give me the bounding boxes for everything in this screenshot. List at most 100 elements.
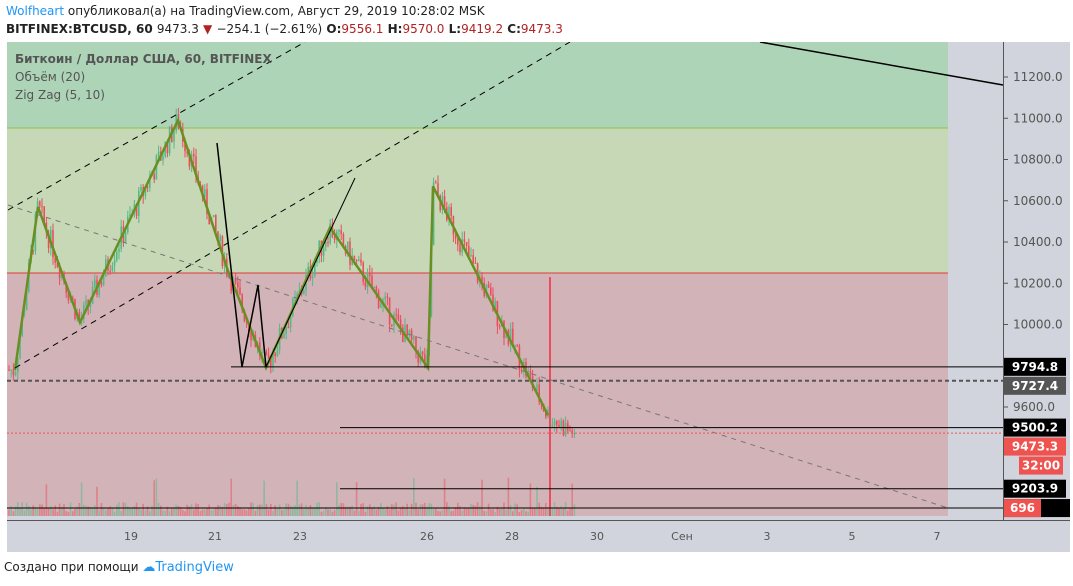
volume-bar	[347, 506, 349, 516]
volume-bar	[432, 509, 435, 516]
price-chart[interactable]: 11200.0 11000.0 10800.0 10600.0 10400.0 10200…	[0, 42, 1073, 552]
candle	[470, 255, 472, 257]
drawn-lines	[216, 142, 267, 368]
volume-bar	[272, 511, 274, 516]
price-label	[1004, 479, 1066, 498]
volume-bar	[534, 507, 536, 516]
volume-bar	[208, 504, 210, 516]
volume-bar	[307, 507, 309, 516]
volume-bar	[525, 511, 527, 516]
zone-green	[7, 42, 948, 128]
volume-bar	[267, 509, 270, 516]
volume-bar	[109, 506, 111, 516]
volume-bar	[435, 508, 437, 516]
candle	[72, 297, 74, 300]
candle	[364, 281, 367, 288]
candle	[567, 422, 569, 431]
trendline-top	[759, 42, 1004, 86]
y-tick-label: 10000.0	[1013, 318, 1063, 332]
candle	[146, 186, 149, 188]
volume-bar	[397, 510, 400, 516]
candle	[217, 231, 219, 241]
tradingview-brand[interactable]: TradingView	[155, 560, 234, 575]
candle	[342, 234, 345, 247]
volume-bar	[197, 504, 199, 516]
volume-bar	[65, 511, 67, 516]
volume-bar	[391, 504, 393, 516]
candle	[274, 353, 276, 357]
candle	[237, 282, 239, 288]
volume-bar	[98, 510, 100, 516]
time-axis	[7, 521, 1070, 552]
candle	[8, 369, 10, 371]
volume-bar	[551, 508, 554, 516]
price-label	[1019, 456, 1063, 475]
x-tick-label: 30	[590, 530, 604, 543]
candle	[113, 260, 116, 266]
volume-bar	[322, 511, 325, 516]
volume-bar	[410, 503, 413, 516]
volume-bar	[164, 510, 166, 516]
channel-line-upper	[7, 42, 306, 211]
time-axis-border	[7, 520, 1070, 521]
candle	[349, 241, 351, 265]
price-label	[1004, 437, 1066, 456]
candle	[116, 252, 118, 261]
candle	[215, 215, 217, 232]
tradingview-logo-icon[interactable]: ☁	[142, 560, 156, 575]
candle	[109, 270, 111, 272]
candle	[509, 328, 512, 345]
volume-bar	[259, 504, 261, 516]
volume-bar	[465, 507, 468, 516]
volume-bar	[111, 508, 114, 516]
x-tick-label: 23	[293, 530, 307, 543]
volume-bar	[501, 508, 503, 516]
volume-bar	[61, 507, 63, 516]
volume-bar	[485, 511, 488, 516]
volume-bar	[426, 506, 428, 516]
volume-bar	[19, 507, 21, 516]
volume-bar	[25, 502, 28, 516]
volume-bar	[540, 506, 543, 516]
volume-bar	[507, 477, 510, 516]
y-tick-label: 10200.0	[1013, 276, 1063, 290]
volume-bar	[87, 506, 89, 516]
symbol: BITFINEX:BTCUSD, 60	[6, 22, 153, 36]
candle	[272, 353, 274, 367]
high-label: H:	[387, 22, 403, 36]
candle	[360, 259, 362, 263]
publish-text: опубликовал(а) на TradingView.com, Авгус…	[67, 4, 485, 18]
candle	[347, 241, 349, 254]
candle	[85, 299, 87, 306]
candle	[166, 141, 169, 154]
volume-bar	[243, 509, 246, 516]
volume-bar	[270, 503, 272, 516]
candle	[303, 290, 305, 294]
volume-bar	[516, 504, 518, 516]
last-price: 9473.3	[156, 22, 199, 36]
volume-bar	[17, 502, 19, 516]
candle	[373, 286, 375, 288]
volume-bar	[406, 503, 408, 516]
volume-bar	[545, 502, 547, 516]
x-tick-label: Сен	[671, 530, 693, 543]
candle	[270, 358, 272, 367]
candle	[369, 272, 371, 276]
volume-bar	[72, 511, 74, 516]
candle	[314, 262, 316, 276]
volume-bar	[91, 508, 94, 516]
volume-bar	[34, 507, 37, 516]
candle	[468, 245, 470, 257]
candle	[490, 287, 492, 295]
volume-bar	[355, 482, 358, 516]
y-tick-label: 11000.0	[1013, 111, 1063, 125]
volume-bar	[248, 508, 250, 516]
volume-bar	[459, 506, 461, 516]
candle	[89, 303, 92, 308]
volume-bar	[39, 504, 41, 516]
volume-bar	[382, 508, 384, 516]
author-link[interactable]: Wolfheart	[6, 4, 65, 18]
candle	[362, 262, 364, 282]
volume-bar	[100, 502, 103, 516]
volume-bar	[362, 503, 364, 516]
